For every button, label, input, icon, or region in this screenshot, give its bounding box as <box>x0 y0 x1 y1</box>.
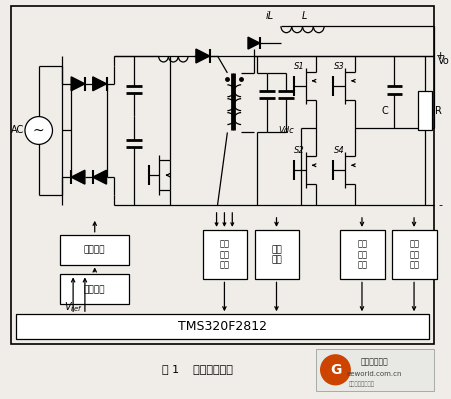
Text: S3: S3 <box>333 62 344 71</box>
Polygon shape <box>93 77 106 91</box>
Text: +: + <box>436 51 445 61</box>
Bar <box>203 230 247 279</box>
Circle shape <box>25 117 52 144</box>
Text: 电流
采样
网络: 电流 采样 网络 <box>358 240 368 269</box>
Text: S2: S2 <box>294 146 305 155</box>
Text: C: C <box>381 106 388 116</box>
Text: eeworld.com.cn: eeworld.com.cn <box>347 371 402 377</box>
Polygon shape <box>196 49 210 63</box>
FancyBboxPatch shape <box>316 349 434 391</box>
Text: Vdc: Vdc <box>278 126 294 135</box>
Bar <box>16 314 429 339</box>
Bar <box>11 6 434 344</box>
Text: TMS320F2812: TMS320F2812 <box>178 320 267 333</box>
Text: 驱动电路: 驱动电路 <box>84 245 106 254</box>
Polygon shape <box>71 170 85 184</box>
Text: 驱动
电路: 驱动 电路 <box>272 245 282 264</box>
Text: ~: ~ <box>33 123 45 138</box>
Bar <box>255 230 299 279</box>
Text: $V_{ref}$: $V_{ref}$ <box>64 300 83 314</box>
Polygon shape <box>93 170 106 184</box>
Bar <box>341 230 385 279</box>
Bar <box>418 91 432 130</box>
Circle shape <box>321 355 350 385</box>
Bar <box>60 235 129 265</box>
Text: -: - <box>438 200 442 210</box>
Text: 控制电路: 控制电路 <box>84 285 106 294</box>
Text: S1: S1 <box>294 62 305 71</box>
Text: L: L <box>301 11 307 21</box>
Text: R: R <box>435 106 442 116</box>
Polygon shape <box>248 37 260 49</box>
Text: 电压
采样
网络: 电压 采样 网络 <box>220 240 230 269</box>
Bar <box>60 275 129 304</box>
Bar <box>392 230 437 279</box>
Text: G: G <box>330 363 341 377</box>
Text: 图 1    系统整体框图: 图 1 系统整体框图 <box>162 364 233 374</box>
Text: 电压
采样
网络: 电压 采样 网络 <box>410 240 419 269</box>
Text: 电子工程世界: 电子工程世界 <box>361 358 389 366</box>
Text: S4: S4 <box>333 146 344 155</box>
Text: 来自电子工程之家: 来自电子工程之家 <box>349 382 375 387</box>
Text: iL: iL <box>266 11 274 21</box>
Text: AC: AC <box>10 125 24 136</box>
Text: Vo: Vo <box>437 56 449 66</box>
Polygon shape <box>71 77 85 91</box>
